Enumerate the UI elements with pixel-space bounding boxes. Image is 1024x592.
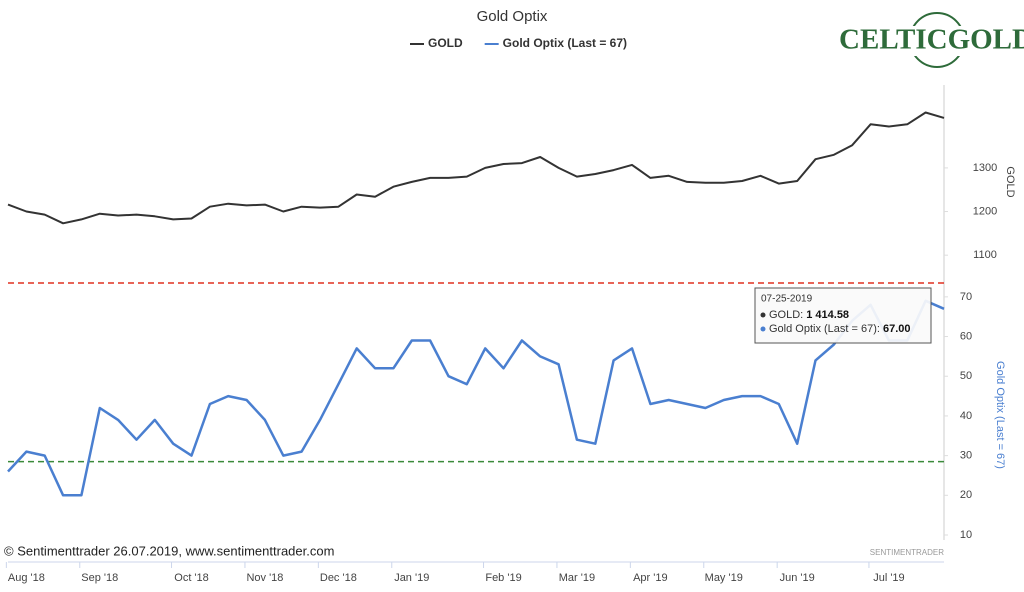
x-tick-label: Jan '19 — [394, 572, 429, 584]
x-tick-label: Mar '19 — [559, 572, 595, 584]
x-tick-label: Aug '18 — [8, 572, 45, 584]
y2-tick-label: 40 — [960, 410, 972, 422]
tooltip-box — [754, 287, 932, 344]
series-line — [7, 299, 945, 497]
legend-entry: GOLD — [428, 36, 463, 50]
y2-tick-label: 20 — [960, 489, 972, 501]
tooltip-label: Gold Optix (Last = 67): — [769, 323, 880, 335]
tooltip-dot — [760, 326, 766, 332]
y-tick-label: 1200 — [973, 205, 997, 217]
x-tick-label: Oct '18 — [174, 572, 209, 584]
x-tick-label: Sep '18 — [81, 572, 118, 584]
x-tick-label: Dec '18 — [320, 572, 357, 584]
y-axis-title: GOLD — [1004, 166, 1016, 197]
legend-entry: Gold Optix (Last = 67) — [503, 36, 627, 50]
y-tick-label: 1300 — [973, 162, 997, 174]
y2-tick-label: 60 — [960, 330, 972, 342]
x-tick-label: Jun '19 — [780, 572, 815, 584]
logo-backing — [852, 26, 1020, 56]
y2-tick-label: 70 — [960, 291, 972, 303]
tooltip-value: 67.00 — [883, 323, 911, 335]
logo: CELTICGOLD — [839, 12, 1024, 68]
x-tick-label: Apr '19 — [633, 572, 668, 584]
x-tick-label: Jul '19 — [873, 572, 904, 584]
watermark: SENTIMENTRADER — [870, 548, 944, 557]
y2-axis-title: Gold Optix (Last = 67) — [994, 361, 1006, 469]
series-line — [7, 111, 945, 225]
y2-tick-label: 50 — [960, 370, 972, 382]
x-tick-label: Feb '19 — [485, 572, 521, 584]
logo-text: CELTICGOLD — [839, 24, 1024, 56]
y2-tick-label: 10 — [960, 529, 972, 541]
tooltip-date: 07-25-2019 — [761, 294, 813, 305]
x-tick-label: May '19 — [705, 572, 743, 584]
chart-title: Gold Optix — [477, 8, 548, 25]
y2-tick-label: 30 — [960, 450, 972, 462]
x-tick-label: Nov '18 — [246, 572, 283, 584]
footer: © Sentimenttrader 26.07.2019, www.sentim… — [4, 543, 334, 558]
tooltip-dot — [760, 312, 766, 318]
tooltip-label: GOLD: — [769, 309, 803, 321]
tooltip-value: 1 414.58 — [806, 309, 849, 321]
tooltip: 07-25-2019 GOLD: 1 414.58 Gold Optix (Last … — [754, 287, 932, 344]
y-tick-label: 1100 — [973, 249, 997, 261]
